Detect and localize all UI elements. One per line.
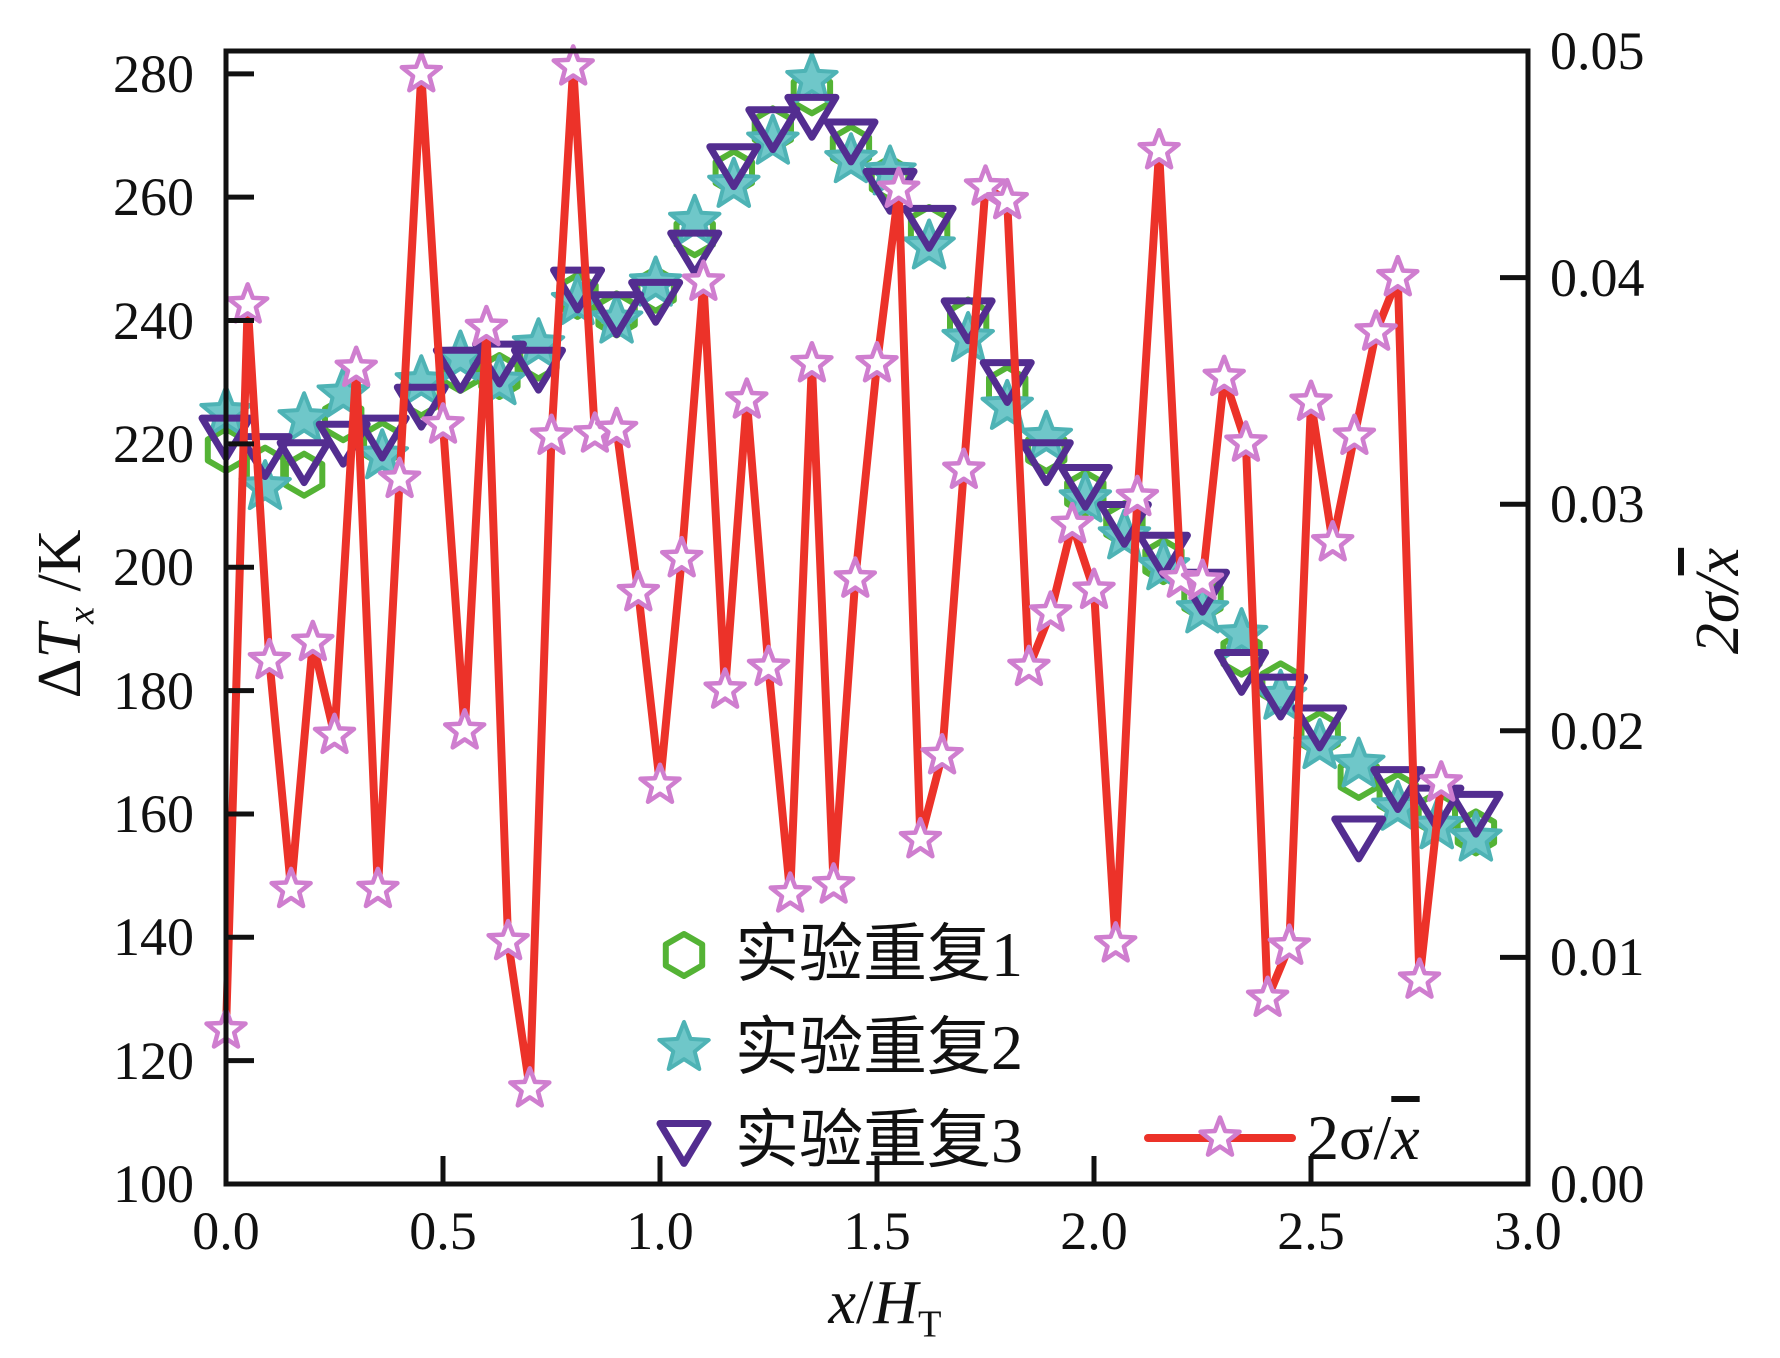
y-right-tick-0.03: 0.03 bbox=[1550, 474, 1645, 535]
y-right-tick-0.04: 0.04 bbox=[1550, 247, 1645, 308]
legend-label-rep3: 实验重复3 bbox=[735, 1105, 1023, 1176]
y-left-tick-180: 180 bbox=[113, 660, 194, 721]
y-right-tick-0.00: 0.00 bbox=[1550, 1154, 1645, 1214]
axes bbox=[223, 48, 1531, 1187]
y-left-tick-220: 220 bbox=[113, 413, 194, 474]
x-title-x: x bbox=[828, 1269, 857, 1337]
x-title-slash: / bbox=[856, 1269, 874, 1337]
legend-label-rep1: 实验重复1 bbox=[735, 919, 1023, 990]
legend-label-sigma-pre: 2σ/ bbox=[1307, 1102, 1392, 1173]
y-left-tick-240: 240 bbox=[113, 290, 194, 351]
x-tick-1.0: 1.0 bbox=[626, 1201, 694, 1261]
x-tick-0.5: 0.5 bbox=[409, 1201, 477, 1261]
legend-label-rep2: 实验重复2 bbox=[735, 1012, 1023, 1083]
x-tick-2.0: 2.0 bbox=[1060, 1201, 1128, 1261]
x-axis-title: x/HT bbox=[585, 1272, 1185, 1344]
legend-entry-sigma: 2σ/x bbox=[1307, 1106, 1420, 1170]
y-left-tick-160: 160 bbox=[113, 783, 194, 844]
series-3 bbox=[204, 44, 1463, 1108]
y-left-tick-120: 120 bbox=[113, 1030, 194, 1091]
y-left-tick-100: 100 bbox=[113, 1154, 194, 1214]
legend-label-sigma-xbar: x bbox=[1391, 1102, 1420, 1173]
legend-entry-rep2: 实验重复2 bbox=[735, 1016, 1023, 1080]
y-right-tick-0.01: 0.01 bbox=[1550, 927, 1645, 988]
x-tick-0.0: 0.0 bbox=[192, 1201, 260, 1261]
y-left-tick-140: 140 bbox=[113, 907, 194, 968]
legend-entry-rep3: 实验重复3 bbox=[735, 1109, 1023, 1173]
x-tick-1.5: 1.5 bbox=[843, 1201, 911, 1261]
x-tick-3.0: 3.0 bbox=[1494, 1201, 1562, 1261]
y-left-tick-280: 280 bbox=[113, 43, 194, 104]
y-left-tick-200: 200 bbox=[113, 537, 194, 598]
legend-marker-group bbox=[656, 931, 1296, 1167]
y-right-tick-0.05: 0.05 bbox=[1550, 21, 1645, 81]
y-right-tick-0.02: 0.02 bbox=[1550, 700, 1645, 761]
legend-entry-rep1: 实验重复1 bbox=[735, 923, 1023, 987]
y-left-tick-260: 260 bbox=[113, 167, 194, 228]
x-tick-2.5: 2.5 bbox=[1277, 1201, 1345, 1261]
x-title-sub: T bbox=[918, 1303, 942, 1346]
x-title-H: H bbox=[873, 1269, 919, 1337]
